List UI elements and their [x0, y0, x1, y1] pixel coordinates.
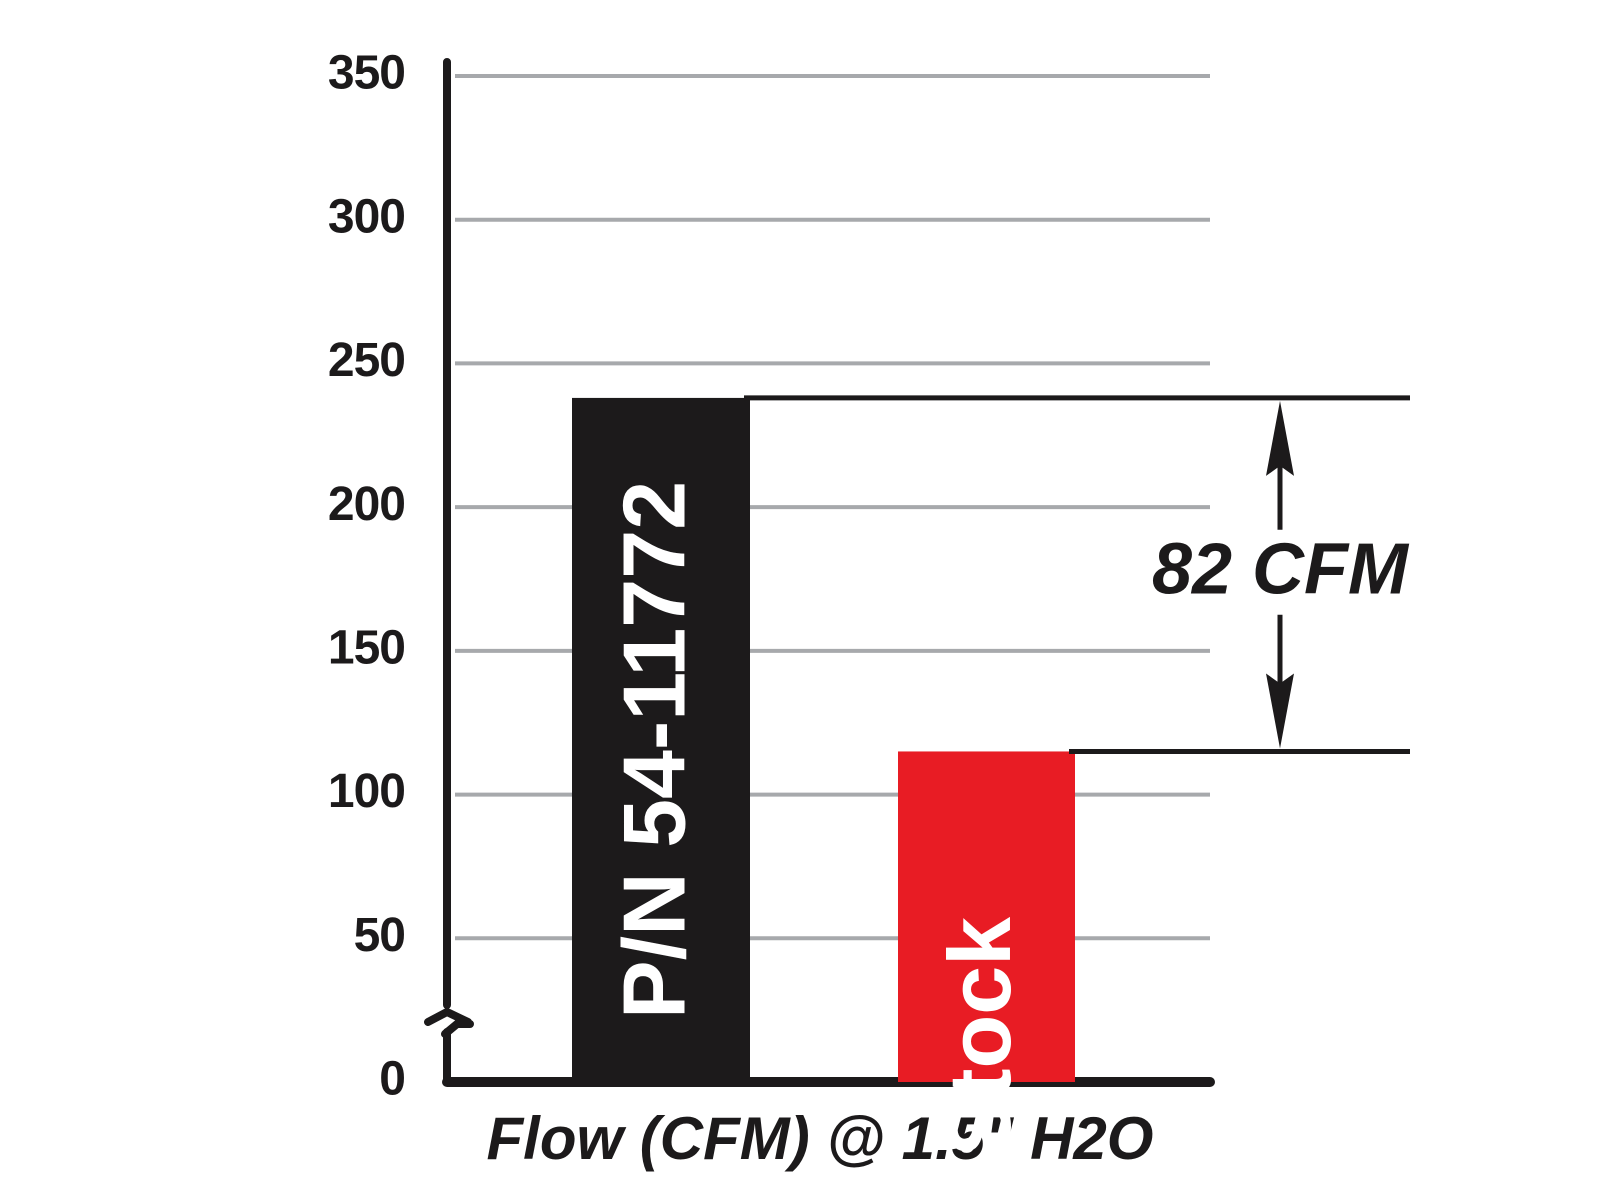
bar-label: Stock	[930, 916, 1029, 1157]
axis-break	[424, 1007, 474, 1038]
y-tick-label: 200	[328, 478, 405, 531]
y-tick-label: 300	[328, 190, 405, 243]
bar	[572, 397, 750, 1082]
x-axis-title: Flow (CFM) @ 1.5" H2O	[487, 1105, 1154, 1172]
y-tick-label: 50	[354, 909, 405, 962]
arrow-head	[1266, 400, 1294, 476]
y-tick-label: 350	[328, 47, 405, 100]
y-tick-label: 250	[328, 334, 405, 387]
annotation: 82 CFM	[1152, 530, 1410, 610]
y-tick-label: 0	[379, 1053, 405, 1106]
y-tick-label: 150	[328, 622, 405, 675]
arrow-head	[1266, 673, 1294, 749]
bar	[898, 751, 1075, 1082]
y-tick-label: 100	[328, 765, 405, 818]
bar-label: P/N 54-11772	[604, 481, 703, 1019]
